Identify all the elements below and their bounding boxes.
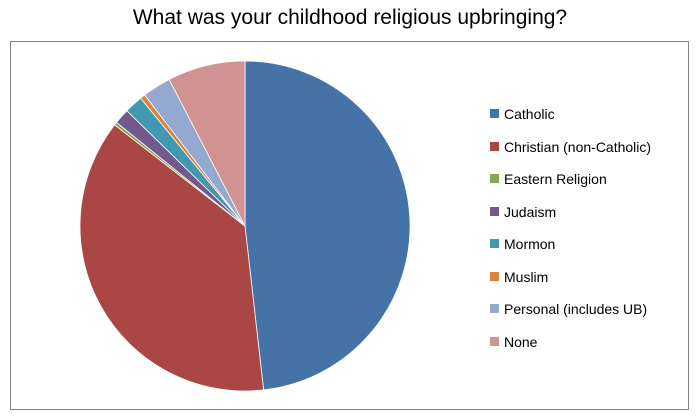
legend-swatch xyxy=(490,271,499,281)
legend-swatch xyxy=(490,304,499,313)
legend-label: Eastern Religion xyxy=(504,171,607,187)
chart-area xyxy=(10,41,689,410)
legend-label: Muslim xyxy=(504,268,549,285)
legend-label: Judaism xyxy=(504,203,557,220)
legend-swatch xyxy=(490,206,499,216)
legend-swatch xyxy=(490,174,499,183)
legend-swatch xyxy=(490,109,499,118)
legend-swatch xyxy=(490,336,499,346)
pie-slice-catholic xyxy=(244,60,411,391)
pie-slice-none xyxy=(168,60,246,227)
legend-label: Christian (non-Catholic) xyxy=(504,138,652,155)
legend-label: Personal (includes UB) xyxy=(504,301,648,317)
legend-label: Mormon xyxy=(504,236,556,252)
legend-swatch xyxy=(490,141,499,151)
legend-swatch xyxy=(490,239,499,248)
legend-label: Catholic xyxy=(504,106,555,122)
legend-label: None xyxy=(504,333,538,350)
pie-slice-christian-non-catholic xyxy=(79,124,265,392)
chart-title: What was your childhood religious upbrin… xyxy=(132,6,568,29)
